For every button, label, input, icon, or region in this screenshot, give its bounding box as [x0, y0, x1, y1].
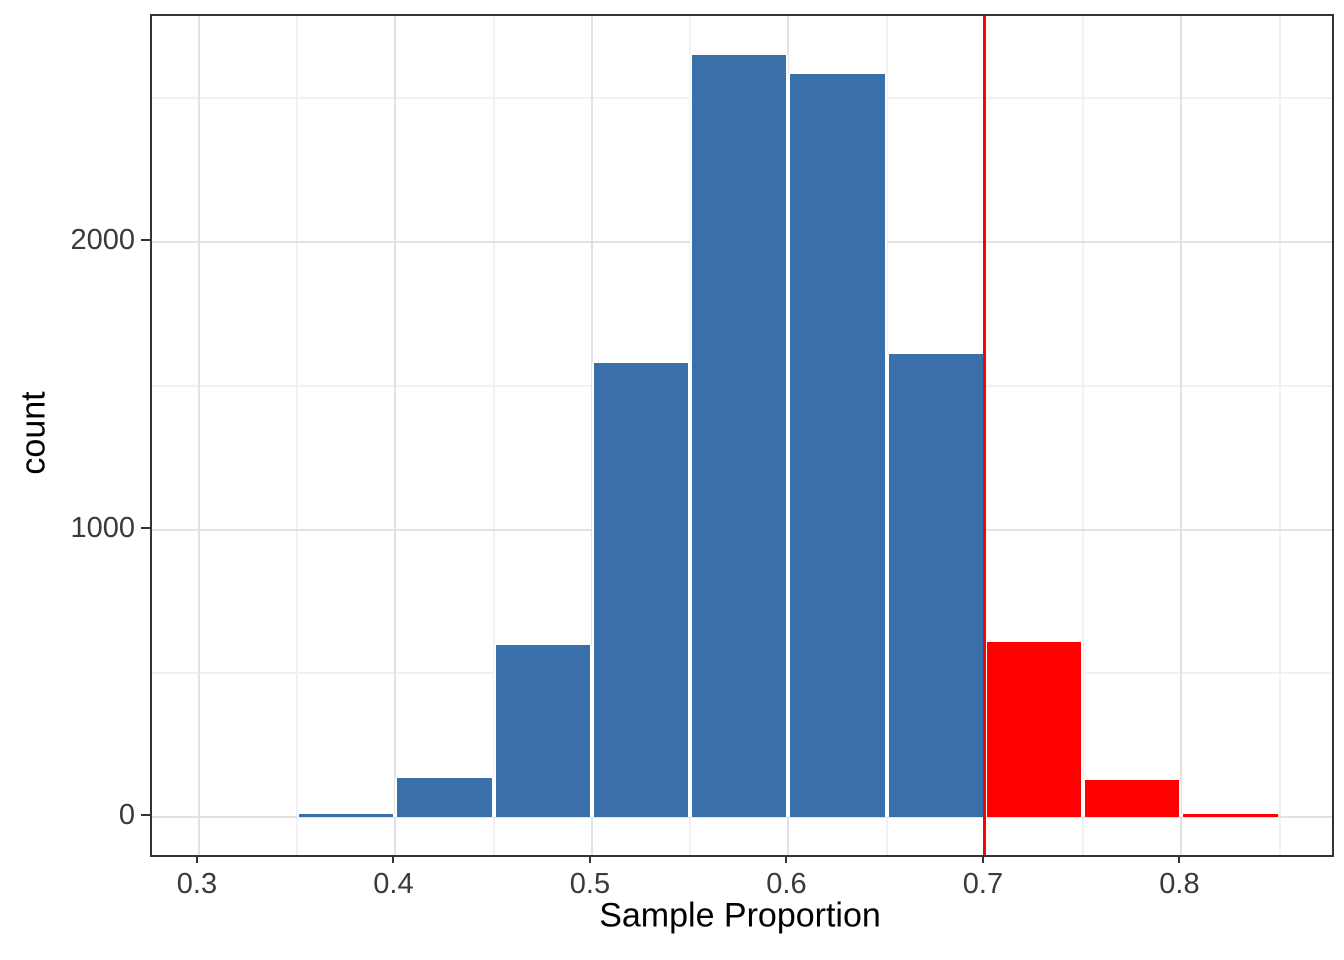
histogram-bar-below	[690, 55, 789, 818]
x-minor-gridline	[1082, 16, 1085, 855]
y-tick-mark	[141, 238, 150, 241]
y-tick-mark	[141, 526, 150, 529]
x-tick-mark	[1178, 855, 1181, 863]
histogram-bar-below	[493, 644, 592, 818]
x-tick-label: 0.7	[962, 868, 1004, 900]
x-minor-gridline	[1278, 16, 1281, 855]
x-tick-label: 0.8	[1159, 868, 1200, 900]
x-tick-mark	[785, 855, 788, 863]
y-tick-label: 2000	[70, 223, 135, 256]
y-tick-label: 1000	[70, 511, 135, 544]
histogram-bar-below	[297, 814, 396, 818]
y-tick-mark	[141, 814, 150, 817]
x-major-gridline	[1180, 16, 1183, 855]
plot-panel	[150, 14, 1334, 857]
y-tick-label: 0	[118, 799, 135, 832]
x-tick-label: 0.3	[176, 868, 218, 900]
x-tick-mark	[392, 855, 395, 863]
histogram-bar-below	[886, 354, 985, 818]
x-axis-title: Sample Proportion	[599, 896, 881, 935]
histogram-bar-below	[591, 362, 691, 818]
y-major-gridline	[152, 816, 1332, 819]
x-minor-gridline	[492, 16, 495, 855]
x-tick-mark	[588, 855, 591, 863]
x-tick-label: 0.5	[569, 868, 611, 900]
threshold-line	[983, 16, 987, 855]
histogram-bar-below	[788, 73, 887, 818]
x-major-gridline	[394, 16, 397, 855]
x-tick-mark	[195, 855, 198, 863]
x-major-gridline	[197, 16, 200, 855]
x-tick-mark	[981, 855, 984, 863]
x-minor-gridline	[296, 16, 299, 855]
histogram-bar-above	[1083, 779, 1182, 818]
x-tick-label: 0.4	[373, 868, 414, 900]
histogram-bar-above	[984, 641, 1084, 818]
y-axis-title: count	[14, 391, 53, 475]
histogram-bar-below	[395, 778, 494, 818]
histogram-bar-above	[1181, 814, 1280, 818]
x-tick-label: 0.6	[766, 868, 807, 900]
